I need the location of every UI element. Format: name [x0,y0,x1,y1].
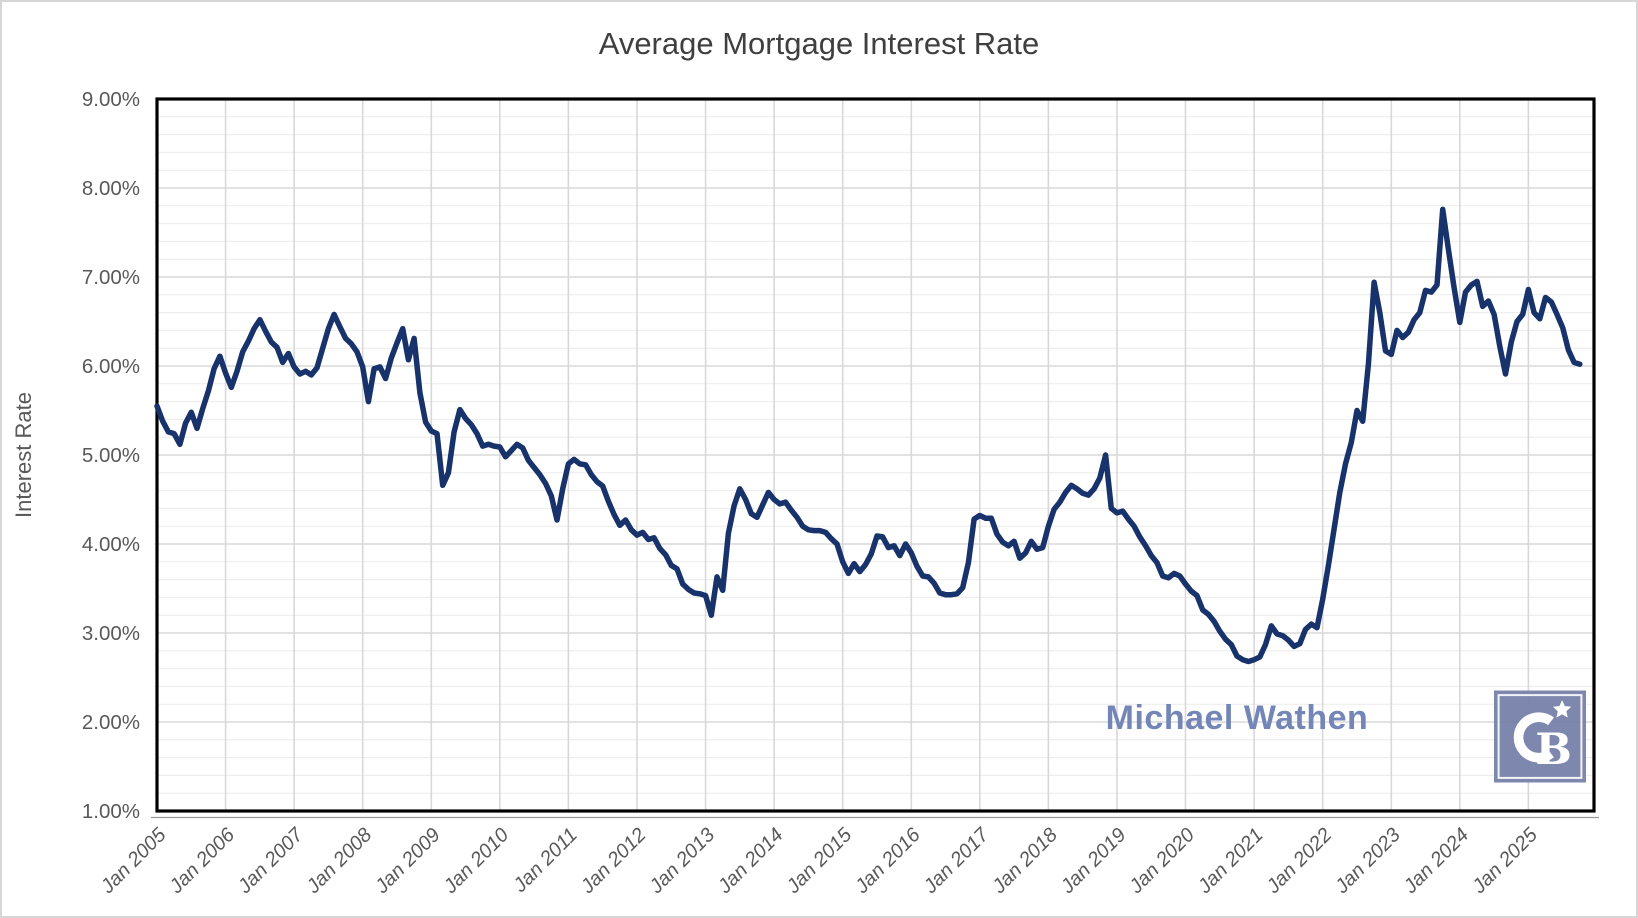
y-axis-title: Interest Rate [11,392,36,518]
minor-gridlines [157,116,1594,794]
y-axis-labels: 9.00% 8.00% 7.00% 6.00% 5.00% 4.00% 3.00% 2.00%… [82,88,140,823]
svg-text:5.00%: 5.00% [82,444,140,467]
svg-text:1.00%: 1.00% [82,800,140,823]
svg-text:Jan 2013: Jan 2013 [645,824,719,898]
svg-text:Jan 2016: Jan 2016 [850,823,925,898]
logo-star-icon [1552,700,1572,718]
svg-text:Jan 2014: Jan 2014 [713,824,787,898]
svg-text:Jan 2010: Jan 2010 [439,824,513,898]
coldwell-banker-logo-icon: B [1494,690,1586,783]
interest-rate-line [154,206,1583,665]
svg-text:Jan 2012: Jan 2012 [576,824,650,898]
svg-text:2.00%: 2.00% [82,711,140,734]
svg-text:Jan 2006: Jan 2006 [165,823,240,898]
svg-text:Jan 2023: Jan 2023 [1330,824,1404,898]
plot-border [155,97,1596,813]
svg-text:Jan 2009: Jan 2009 [370,824,444,898]
logo-letter-b: B [1535,724,1572,775]
watermark-text: Michael Wathen [1105,699,1369,737]
svg-text:Jan 2011: Jan 2011 [509,824,582,897]
svg-text:Jan 2021: Jan 2021 [1193,824,1267,898]
svg-text:3.00%: 3.00% [82,622,140,645]
svg-text:Jan 2018: Jan 2018 [987,824,1061,898]
svg-text:7.00%: 7.00% [82,266,140,289]
major-gridlines [157,187,1594,723]
svg-text:Jan 2022: Jan 2022 [1262,824,1336,898]
svg-text:Jan 2025: Jan 2025 [1467,823,1542,898]
svg-text:Jan 2017: Jan 2017 [919,823,994,898]
svg-text:8.00%: 8.00% [82,177,140,200]
svg-text:Jan 2005: Jan 2005 [96,823,171,898]
svg-text:6.00%: 6.00% [82,355,140,378]
year-gridlines [224,99,1530,811]
chart-title: Average Mortgage Interest Rate [598,26,1040,61]
logo-letter-c [1513,712,1554,763]
svg-text:Jan 2020: Jan 2020 [1125,824,1199,898]
svg-text:Jan 2024: Jan 2024 [1399,824,1473,898]
svg-text:Jan 2007: Jan 2007 [233,823,308,898]
logo-inner-border [1497,694,1583,779]
svg-text:4.00%: 4.00% [82,533,140,556]
svg-text:Jan 2008: Jan 2008 [302,824,376,898]
svg-text:9.00%: 9.00% [82,88,140,111]
svg-text:Jan 2019: Jan 2019 [1056,824,1130,898]
logo-background [1494,690,1586,783]
svg-text:Jan 2015: Jan 2015 [782,823,857,898]
